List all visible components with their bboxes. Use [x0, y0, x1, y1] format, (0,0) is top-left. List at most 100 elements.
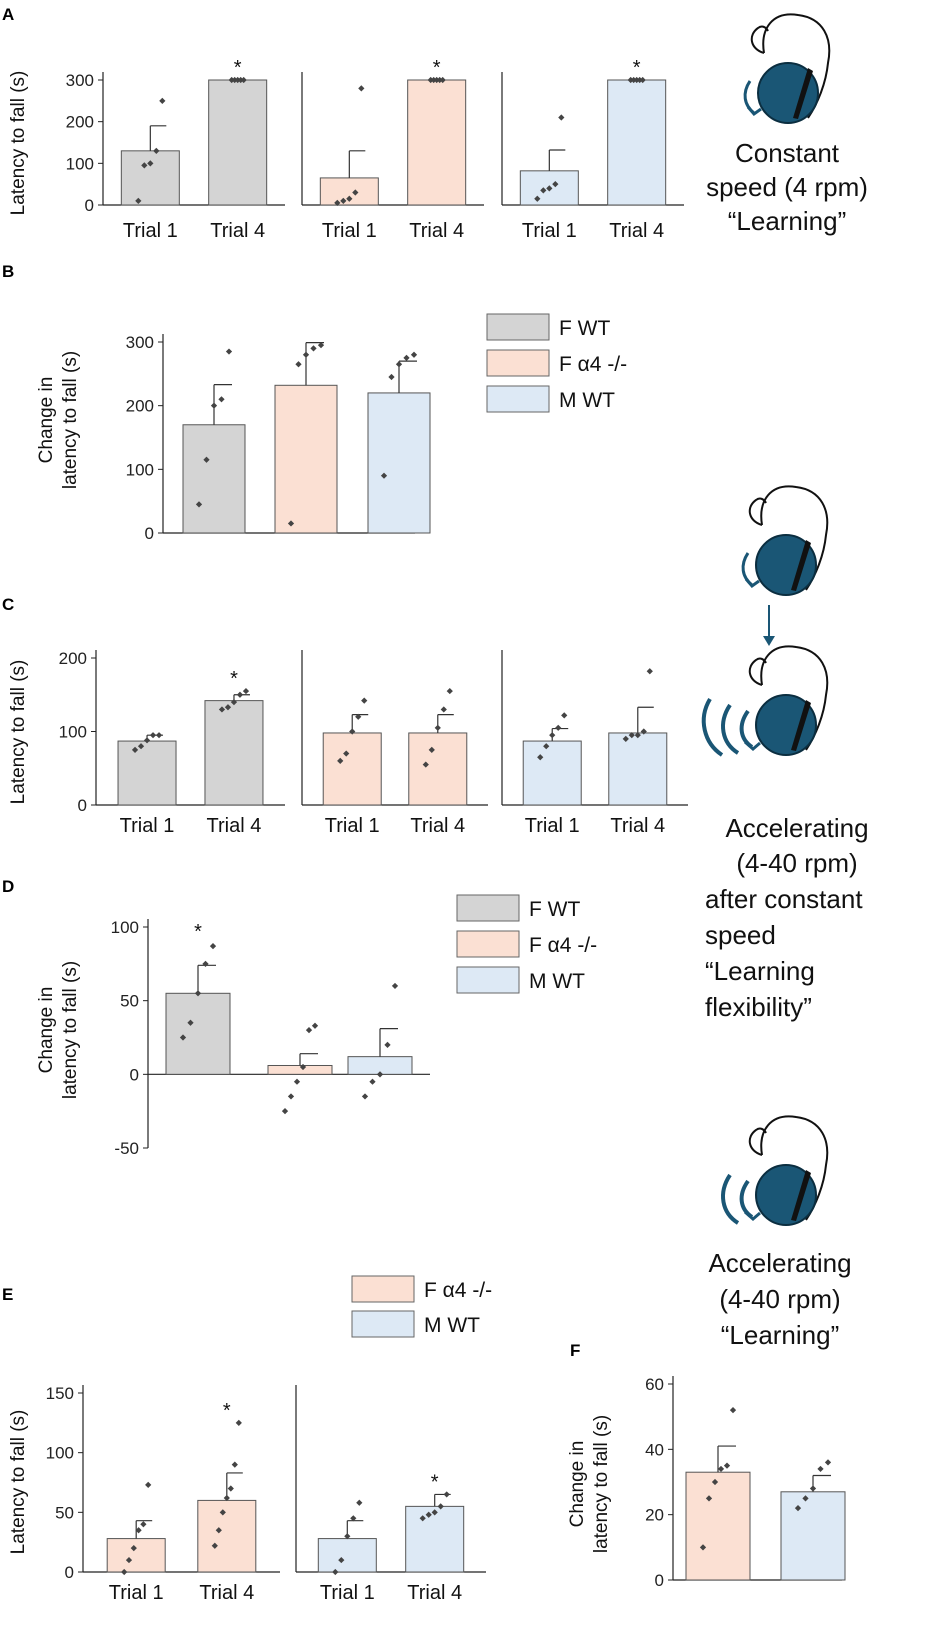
- y-tick-label: 100: [126, 460, 154, 479]
- legend-label: M WT: [424, 1314, 480, 1337]
- data-point: [349, 728, 356, 735]
- y-tick-label: 100: [59, 723, 87, 742]
- data-point: [817, 1465, 824, 1473]
- caption-line: flexibility”: [705, 992, 812, 1022]
- data-point: [543, 743, 550, 750]
- bar: [106, 1538, 166, 1573]
- bar: [117, 740, 177, 806]
- data-point: [388, 373, 395, 381]
- data-point: [440, 706, 447, 713]
- data-point: [231, 1461, 238, 1468]
- data-point: [376, 1071, 384, 1078]
- y-tick-label: 50: [55, 1503, 74, 1522]
- panel-letter-f: F: [570, 1341, 580, 1360]
- x-category-label: Trial 4: [207, 815, 262, 837]
- data-point: [332, 1568, 339, 1576]
- bar: [322, 732, 382, 806]
- bar: [182, 424, 246, 534]
- legend-label: M WT: [529, 970, 585, 993]
- panel-letter-e: E: [2, 1285, 13, 1304]
- data-point: [218, 396, 225, 403]
- caption-line: Constant: [735, 138, 840, 168]
- significance-star: *: [431, 1471, 439, 1493]
- data-point: [419, 1515, 426, 1522]
- bar: [165, 992, 231, 1075]
- data-point: [343, 750, 350, 757]
- panel-letter-b: B: [2, 262, 14, 281]
- y-axis-label: latency to fall (s): [60, 961, 81, 1099]
- data-point: [824, 1459, 832, 1466]
- y-tick-label: 100: [46, 1444, 74, 1463]
- data-point: [622, 735, 629, 742]
- caption-line: Accelerating: [708, 1248, 851, 1278]
- chart-panel-b: Change in latency to fall (s) 0 100 200 300 F …: [36, 313, 627, 543]
- data-point: [361, 697, 368, 704]
- y-tick-label: 100: [66, 154, 94, 173]
- data-point: [717, 1465, 725, 1473]
- x-category-label: Trial 4: [210, 220, 265, 242]
- data-point: [356, 1499, 363, 1506]
- x-category-label: Trial 1: [522, 220, 577, 242]
- y-tick-label: 40: [645, 1440, 664, 1459]
- data-point: [179, 1034, 187, 1041]
- data-point: [295, 361, 302, 368]
- data-point: [640, 728, 647, 735]
- x-category-label: Trial 4: [199, 1582, 254, 1604]
- data-point: [287, 520, 295, 527]
- down-arrow-icon: [763, 605, 775, 646]
- data-point: [230, 698, 238, 706]
- data-point: [210, 402, 218, 409]
- data-point: [338, 1556, 345, 1564]
- x-category-label: Trial 4: [610, 815, 665, 837]
- data-point: [634, 732, 641, 739]
- legend-swatch: [486, 385, 550, 413]
- y-axis-label: Latency to fall (s): [8, 660, 29, 805]
- data-point: [350, 1515, 357, 1522]
- data-point: [344, 1533, 351, 1540]
- bar: [317, 1538, 377, 1573]
- data-point: [729, 1407, 737, 1414]
- bar: [407, 79, 467, 206]
- legend-swatch: [456, 894, 520, 922]
- caption-constant-speed: Constant speed (4 rpm) “Learning”: [706, 138, 868, 236]
- data-point: [699, 1544, 707, 1551]
- y-axis-label: Change in: [36, 377, 57, 464]
- data-point: [422, 761, 429, 768]
- bar: [274, 384, 338, 534]
- x-category-label: Trial 4: [409, 220, 464, 242]
- data-point: [358, 85, 365, 92]
- y-tick-label: 150: [46, 1384, 74, 1403]
- data-point: [223, 1494, 230, 1502]
- legend-label: F α4 -/-: [424, 1279, 492, 1302]
- data-point: [705, 1495, 713, 1502]
- legend-swatch: [486, 313, 550, 341]
- bar: [197, 1499, 257, 1573]
- significance-star: *: [223, 1400, 231, 1422]
- data-point: [155, 732, 163, 739]
- y-tick-label: 0: [655, 1571, 664, 1590]
- data-point: [437, 1503, 444, 1510]
- caption-accelerating-learning: Accelerating (4-40 rpm) “Learning”: [708, 1248, 851, 1350]
- data-point: [235, 1419, 242, 1426]
- data-point: [558, 114, 565, 121]
- chart-panel-e: Latency to fall (s) 0 50 100 150 Trial 1 * Tria…: [8, 1275, 492, 1604]
- legend-label: F WT: [559, 317, 610, 340]
- y-tick-label: 200: [59, 649, 87, 668]
- data-point: [446, 687, 453, 695]
- panel-letter-d: D: [2, 877, 14, 896]
- data-point: [215, 1527, 222, 1534]
- mouse-rotarod-icon-accelerating-flex: [701, 645, 829, 757]
- data-point: [281, 1108, 289, 1115]
- bar: [204, 700, 264, 806]
- x-category-label: Trial 1: [325, 815, 380, 837]
- y-tick-label: 200: [66, 113, 94, 132]
- data-point: [209, 943, 217, 950]
- data-point: [202, 960, 209, 967]
- legend-swatch: [456, 930, 520, 958]
- x-category-label: Trial 1: [120, 815, 175, 837]
- data-point: [395, 361, 403, 368]
- data-point: [317, 342, 325, 349]
- data-point: [236, 691, 244, 698]
- data-point: [334, 199, 341, 207]
